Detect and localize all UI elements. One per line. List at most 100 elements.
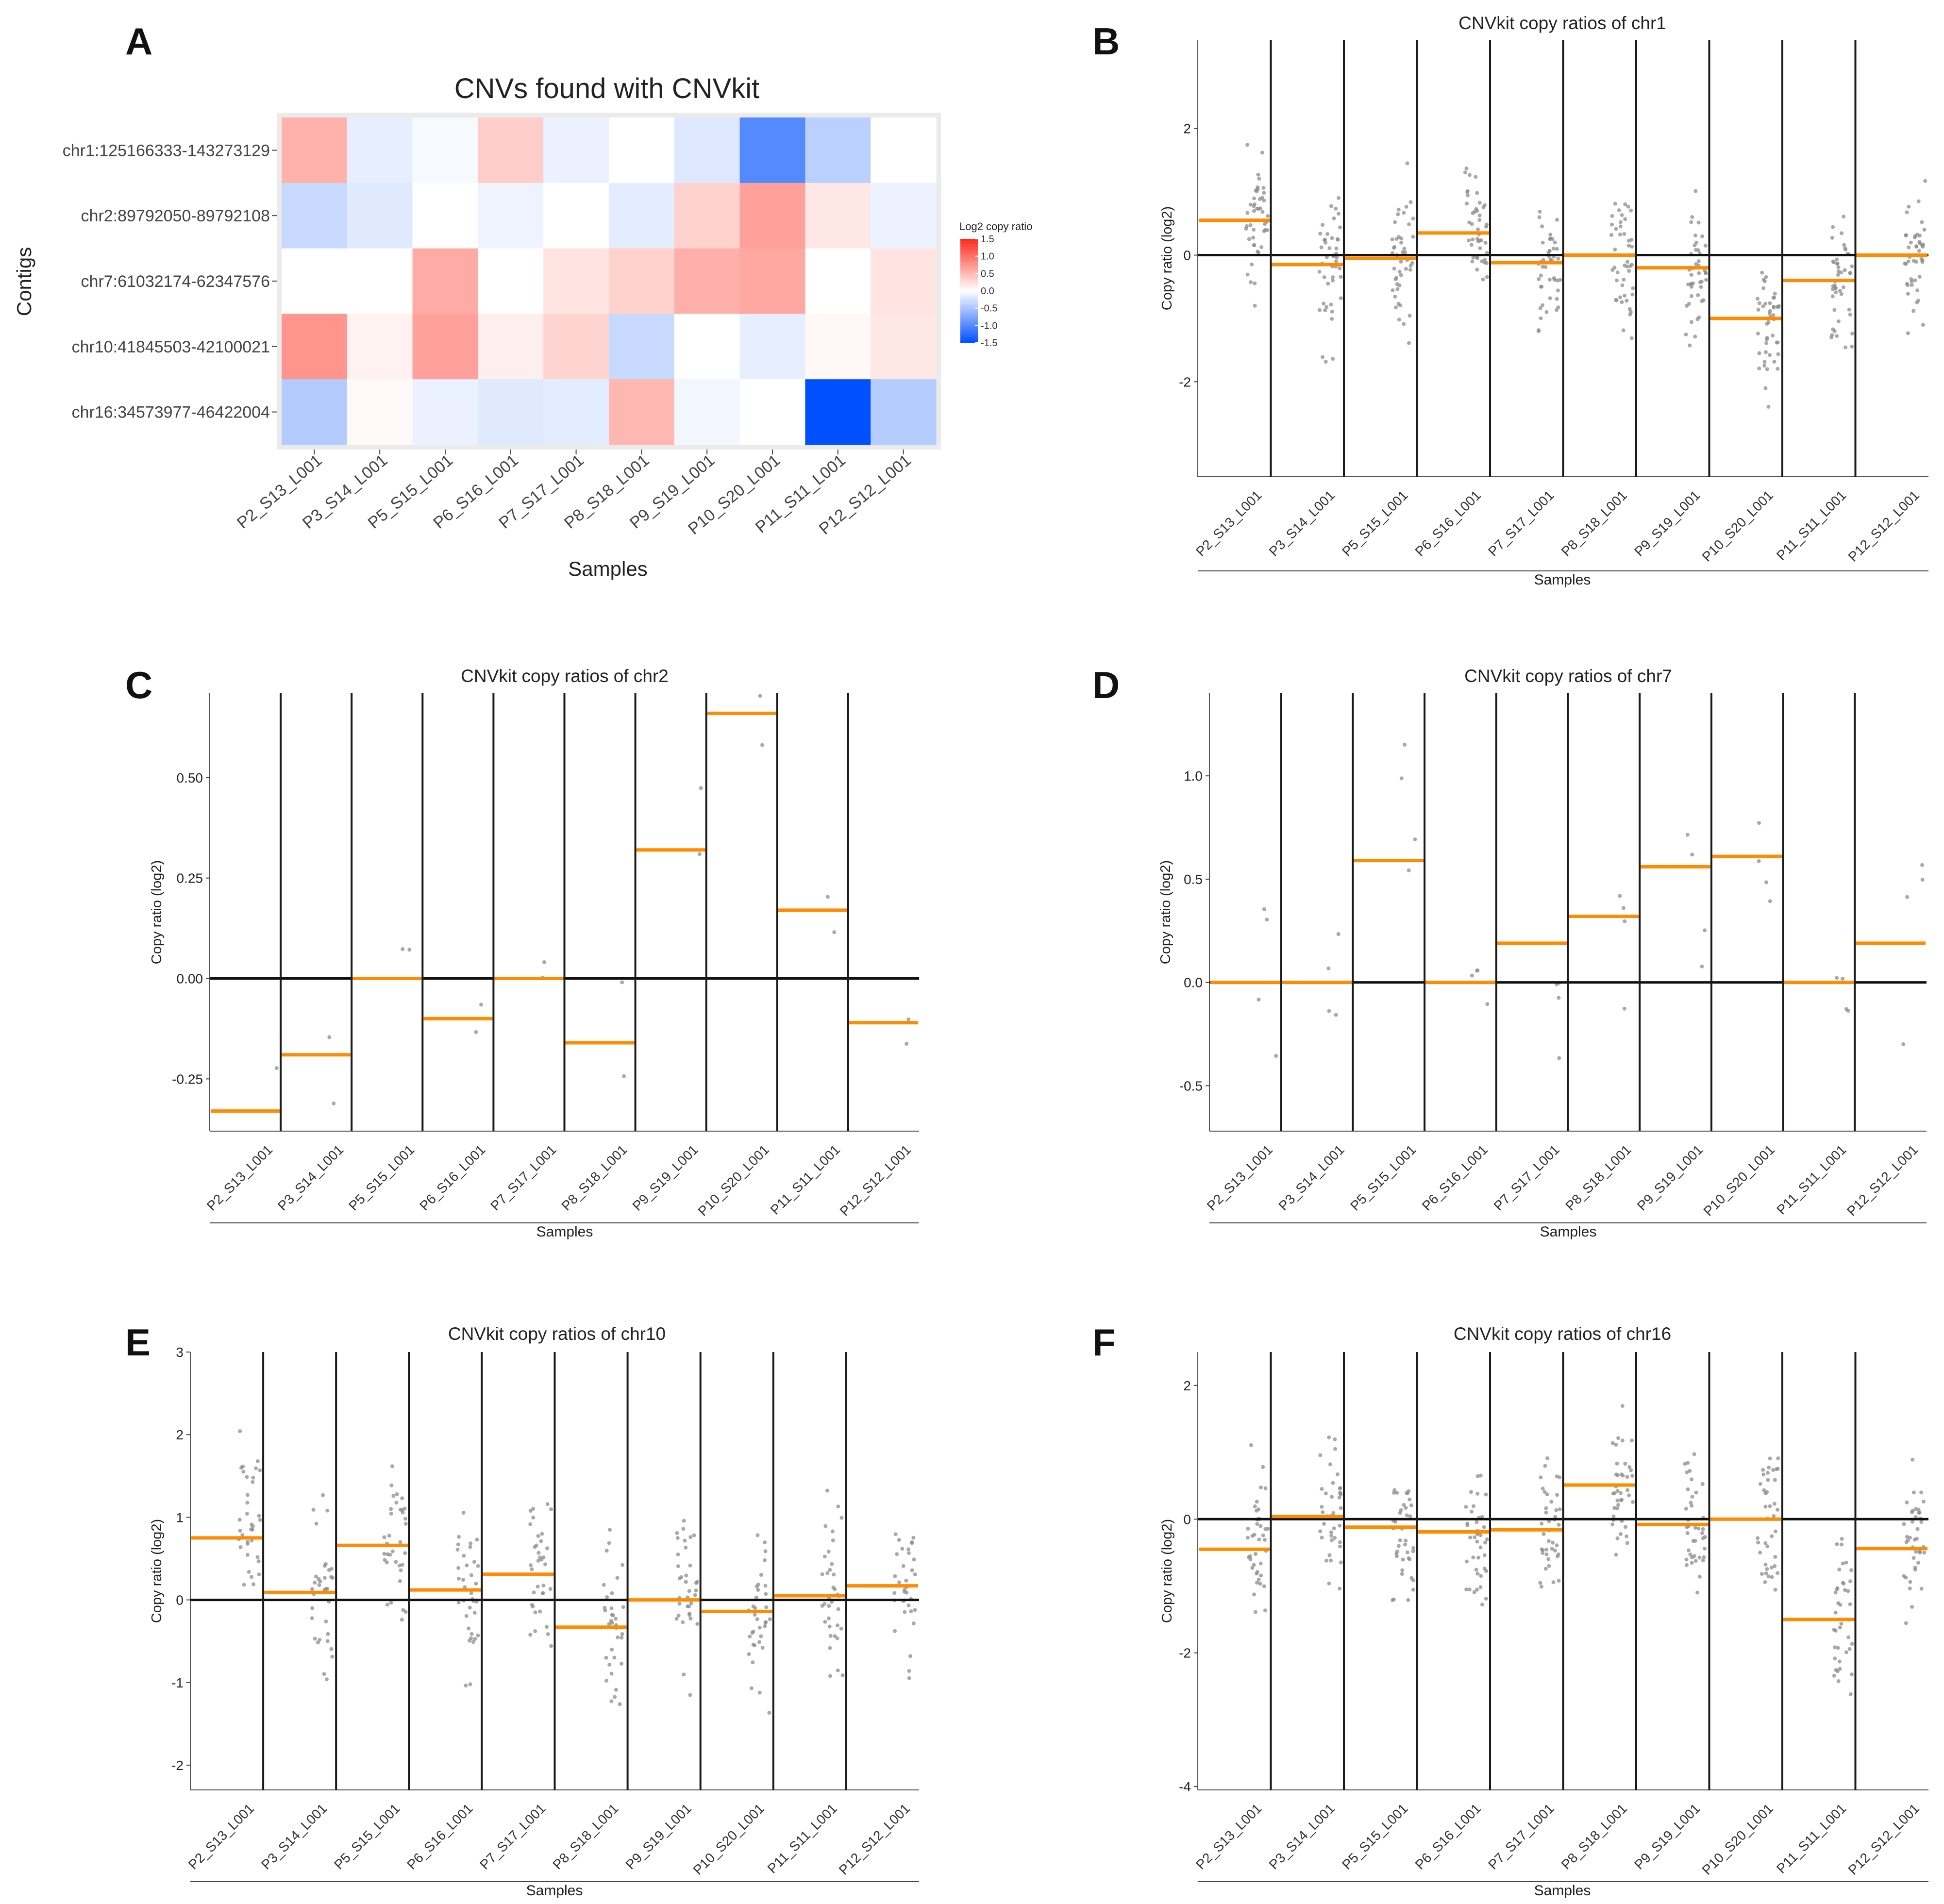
- data-point: [1476, 1555, 1480, 1560]
- panel-c-chr2-plot: C CNVkit copy ratios of chr2 -0.25 0.00 0.25…: [125, 664, 919, 1240]
- data-point: [1630, 1438, 1634, 1443]
- legend-color-step: [960, 306, 978, 310]
- data-point: [1906, 259, 1910, 264]
- data-point: [836, 1504, 840, 1509]
- data-point: [387, 1534, 391, 1538]
- data-point: [913, 1572, 917, 1576]
- data-point: [622, 1074, 626, 1078]
- data-point: [385, 1552, 390, 1556]
- data-point: [1263, 1527, 1268, 1531]
- data-point: [1696, 220, 1701, 225]
- data-point: [1776, 1456, 1780, 1460]
- data-point: [1262, 191, 1266, 195]
- x-tick-label: P11_S11_L001: [768, 1142, 843, 1218]
- data-point: [1771, 313, 1776, 317]
- x-tick-label: P9_S19_L001: [1634, 1142, 1706, 1213]
- data-point: [1915, 1527, 1920, 1531]
- data-point: [1617, 208, 1621, 213]
- data-point: [1409, 1503, 1413, 1507]
- data-points-d: [1257, 743, 1925, 1060]
- data-point: [1318, 1529, 1323, 1534]
- legend-color-step: [960, 293, 978, 297]
- panel-letter-b: B: [1092, 20, 1120, 63]
- data-point: [1756, 297, 1760, 301]
- data-point: [1539, 1585, 1543, 1589]
- data-point: [1259, 1573, 1263, 1578]
- data-point: [1685, 1563, 1689, 1567]
- x-tick-label: P12_S12_L001: [1844, 1142, 1921, 1219]
- data-point: [1317, 269, 1322, 274]
- data-point: [1477, 213, 1482, 217]
- data-point: [1907, 204, 1911, 209]
- data-point: [1765, 336, 1769, 340]
- data-point: [605, 1595, 609, 1599]
- data-point: [1262, 1584, 1266, 1588]
- data-point: [1610, 1522, 1615, 1527]
- data-point: [251, 1582, 256, 1587]
- data-point: [1485, 1002, 1490, 1006]
- data-point: [1693, 189, 1698, 193]
- data-point: [1321, 355, 1324, 359]
- data-point: [1396, 207, 1401, 212]
- heatmap-cell: [609, 183, 675, 249]
- data-point: [620, 1563, 625, 1567]
- data-point: [1615, 1461, 1619, 1466]
- data-point: [1557, 1522, 1561, 1527]
- data-point: [469, 1636, 473, 1640]
- data-point: [1620, 283, 1625, 287]
- data-point: [1766, 1478, 1770, 1482]
- data-point: [321, 1493, 325, 1497]
- data-point: [325, 1508, 330, 1513]
- data-point: [688, 1693, 692, 1697]
- data-point: [254, 1466, 258, 1470]
- data-point: [1625, 1534, 1629, 1538]
- data-point: [1327, 1435, 1331, 1439]
- data-point: [1757, 351, 1761, 355]
- data-point: [531, 1516, 536, 1520]
- data-point: [1609, 233, 1613, 237]
- legend-color-step: [960, 272, 978, 276]
- heatmap-cell: [674, 248, 740, 314]
- data-point: [1688, 1553, 1693, 1556]
- data-point: [1758, 1551, 1762, 1555]
- data-point: [1321, 223, 1324, 227]
- data-point: [1253, 303, 1257, 308]
- heatmap-cell: [871, 248, 937, 314]
- data-point: [1626, 238, 1631, 243]
- x-tick-label: P12_S12_L001: [837, 1142, 914, 1219]
- data-point: [1484, 224, 1488, 229]
- data-point: [391, 1494, 396, 1498]
- data-point: [1332, 1526, 1336, 1531]
- data-point: [1411, 1578, 1415, 1583]
- data-point: [1768, 1504, 1772, 1508]
- data-point: [1395, 282, 1399, 286]
- data-point: [1245, 1536, 1250, 1540]
- data-point: [1693, 1525, 1697, 1530]
- data-point: [1620, 213, 1624, 217]
- data-point: [1399, 240, 1403, 245]
- data-point: [607, 1622, 611, 1626]
- data-point: [828, 1646, 832, 1650]
- data-point: [913, 1608, 917, 1612]
- data-point: [394, 1501, 399, 1505]
- legend-title: Log2 copy ratio: [959, 220, 1032, 233]
- data-point: [1266, 214, 1270, 218]
- data-point: [1333, 1447, 1338, 1451]
- data-point: [1773, 291, 1777, 296]
- data-point: [1764, 1571, 1768, 1575]
- legend-color-step: [960, 239, 978, 242]
- y-axis-label: Copy ratio (log2): [1158, 860, 1173, 964]
- data-point: [1769, 1565, 1774, 1570]
- data-point: [825, 1488, 829, 1493]
- data-point: [1690, 1503, 1694, 1508]
- data-point: [1263, 1486, 1268, 1490]
- x-tick-label: P10_S20_L001: [690, 1801, 767, 1877]
- data-point: [1393, 294, 1397, 299]
- data-point: [1837, 1659, 1842, 1664]
- data-point: [1465, 190, 1470, 194]
- data-point: [1541, 1486, 1545, 1491]
- data-point: [1556, 1554, 1560, 1558]
- data-point: [1334, 246, 1339, 251]
- heatmap-ylabel: Contigs: [13, 247, 35, 316]
- data-point: [682, 1519, 686, 1523]
